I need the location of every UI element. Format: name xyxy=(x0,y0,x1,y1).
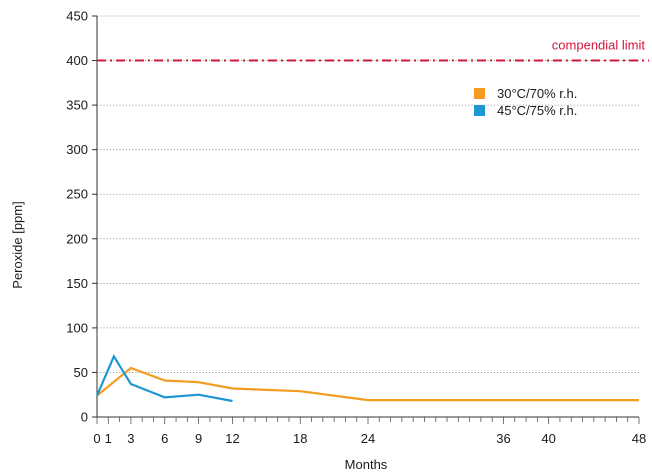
y-axis-title: Peroxide [ppm] xyxy=(10,201,25,288)
reference-line-group: compendial limit xyxy=(97,38,649,62)
x-tick-label: 9 xyxy=(195,431,202,446)
x-tick-label: 1 xyxy=(105,431,112,446)
series-line-30c-70rh xyxy=(96,366,639,402)
x-tick-label: 12 xyxy=(225,431,239,446)
x-tick-label: 18 xyxy=(293,431,307,446)
legend-swatch-0 xyxy=(474,88,485,99)
legend-swatch-1 xyxy=(474,105,485,116)
y-tick-label: 250 xyxy=(66,187,88,202)
x-tick-label: 40 xyxy=(541,431,555,446)
y-tick-label: 0 xyxy=(81,410,88,425)
y-tick-label: 50 xyxy=(74,365,88,380)
y-tick-label: 150 xyxy=(66,276,88,291)
x-tick-label: 24 xyxy=(361,431,375,446)
y-tick-label: 350 xyxy=(66,98,88,113)
gridlines xyxy=(97,15,639,373)
x-tick-label: 6 xyxy=(161,431,168,446)
compendial-limit-label: compendial limit xyxy=(552,38,646,53)
legend: 30°C/70% r.h. 45°C/75% r.h. xyxy=(474,86,577,118)
x-tick-label: 48 xyxy=(632,431,646,446)
x-axis-title: Months xyxy=(345,457,388,472)
x-tick-label: 0 xyxy=(93,431,100,446)
y-tick-label: 200 xyxy=(66,231,88,246)
series-group xyxy=(95,354,639,403)
legend-label-0: 30°C/70% r.h. xyxy=(497,86,577,101)
y-tick-label: 400 xyxy=(66,53,88,68)
x-tick-label: 36 xyxy=(496,431,510,446)
y-tick-label: 300 xyxy=(66,142,88,157)
legend-label-1: 45°C/75% r.h. xyxy=(497,103,577,118)
y-tick-label: 100 xyxy=(66,320,88,335)
x-tick-label: 3 xyxy=(127,431,134,446)
y-tick-label: 450 xyxy=(66,9,88,24)
series-line-45c-75rh xyxy=(95,354,233,403)
